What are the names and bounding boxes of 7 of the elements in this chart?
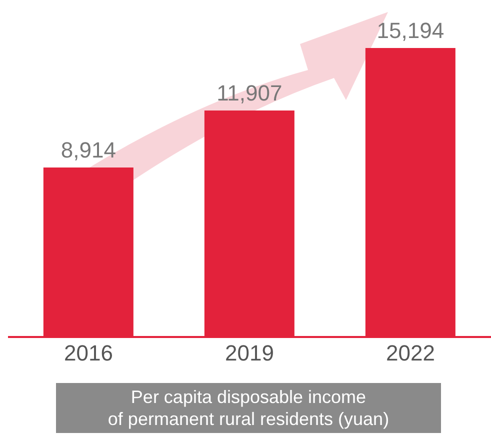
x-tick-label: 2022 — [386, 340, 435, 366]
x-axis-title: Per capita disposable income of permanent rural residents (yuan) — [56, 383, 441, 433]
data-label: 15,194 — [376, 18, 444, 43]
data-label: 11,907 — [216, 80, 282, 106]
x-tick-label: 2019 — [225, 340, 274, 366]
data-label: 8,914 — [60, 137, 116, 162]
x-tick-label: 2016 — [64, 340, 113, 366]
